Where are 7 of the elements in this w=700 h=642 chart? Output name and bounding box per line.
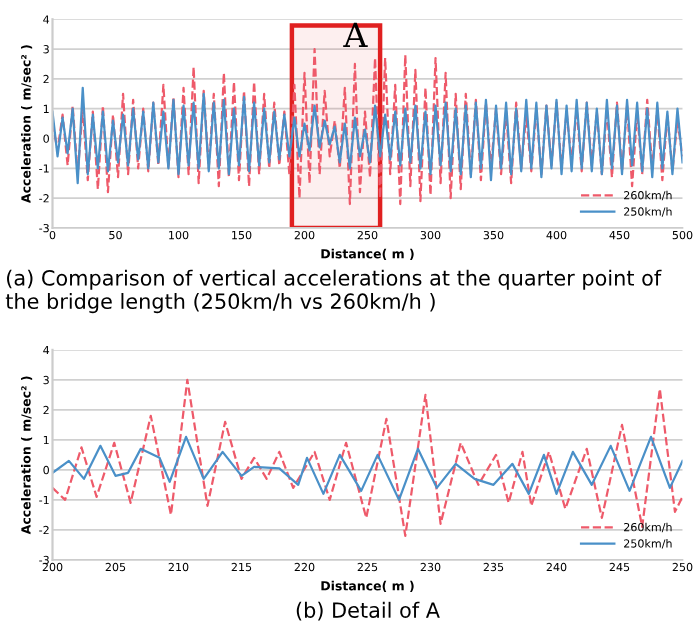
line-series [52,86,683,185]
line-series [52,47,683,206]
band-label: A [343,22,368,47]
line-series [52,378,683,537]
text: (b) Detail of A [296,601,440,621]
text: (a) Comparison of vertical accelerations at the quarter point of the bridge length (250km/h vs 260km/h ) [5,269,662,314]
line-series [52,435,683,501]
